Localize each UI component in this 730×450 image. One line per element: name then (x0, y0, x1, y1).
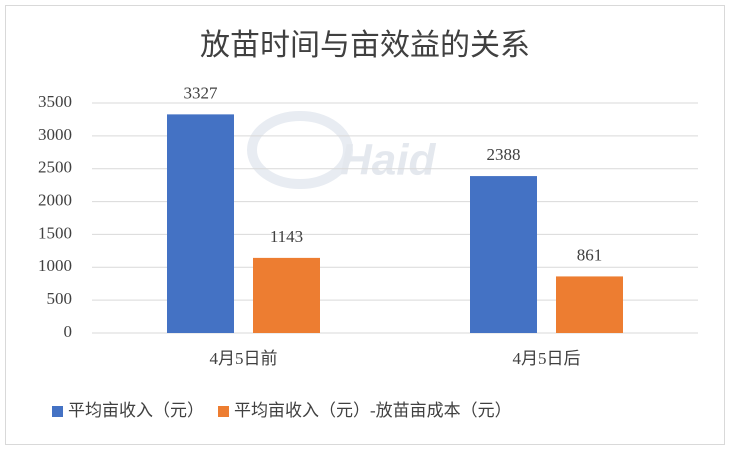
legend-swatch (52, 406, 63, 417)
y-tick-label: 3000 (38, 125, 72, 144)
bar (167, 114, 234, 334)
x-tick-label: 4月5日前 (210, 349, 278, 368)
data-label: 3327 (184, 83, 219, 102)
x-tick-label: 4月5日后 (513, 349, 581, 368)
data-label: 861 (577, 245, 603, 264)
watermark: Haid (340, 136, 436, 185)
y-tick-label: 0 (64, 322, 73, 341)
legend-swatch (218, 406, 229, 417)
data-label: 2388 (487, 145, 521, 164)
legend-label: 平均亩收入（元）-放苗亩成本（元） (234, 401, 512, 420)
y-tick-label: 3500 (38, 92, 72, 111)
bar (556, 276, 623, 333)
y-tick-label: 1500 (38, 223, 72, 242)
y-tick-label: 2500 (38, 158, 72, 177)
bar (253, 257, 320, 333)
y-tick-label: 2000 (38, 190, 72, 209)
data-label: 1143 (270, 227, 303, 246)
y-tick-label: 500 (47, 289, 73, 308)
bar (470, 176, 537, 333)
y-tick-label: 1000 (38, 256, 72, 275)
watermark-logo (247, 111, 353, 189)
chart-border (5, 5, 725, 445)
legend-label: 平均亩收入（元） (68, 401, 204, 420)
chart-title: 放苗时间与亩效益的关系 (200, 29, 530, 62)
